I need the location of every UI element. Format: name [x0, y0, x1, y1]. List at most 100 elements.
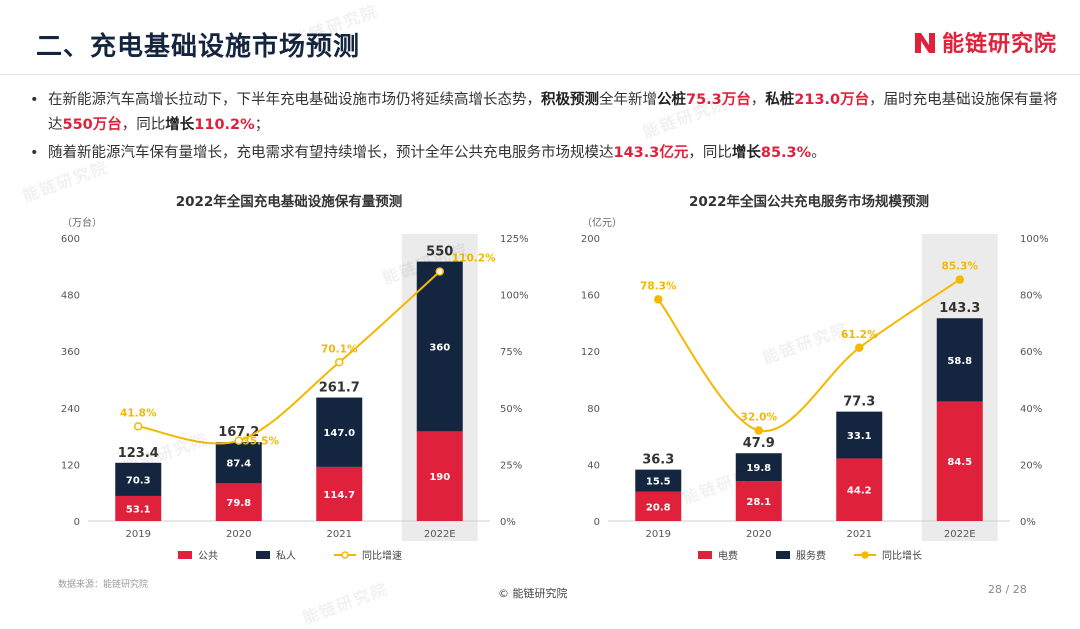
growth-line	[138, 270, 441, 445]
x-tick-label: 2019	[646, 529, 671, 540]
chart-svg: 2022年全国充电基础设施保有量预测 （万台） 0 120 240 360 480 600 0%…	[61, 193, 529, 562]
summary-bullets: • 在新能源汽车高增长拉动下，下半年充电基础设施市场仍将延续高增长态势，积极预测…	[28, 88, 1058, 169]
bar-segment-公共	[215, 483, 262, 521]
bullet-item: • 在新能源汽车高增长拉动下，下半年充电基础设施市场仍将延续高增长态势，积极预测…	[28, 88, 1058, 138]
growth-line	[657, 278, 961, 433]
bar-value-label: 84.5	[947, 457, 972, 468]
logo-n-icon	[915, 33, 935, 53]
x-tick-label: 2022E	[944, 529, 976, 540]
growth-point	[654, 295, 663, 304]
y2-tick-label: 75%	[500, 347, 522, 358]
y2-tick-label: 40%	[1020, 404, 1042, 415]
bar-value-label: 33.1	[847, 431, 872, 442]
legend-line-marker	[341, 551, 349, 559]
bullet-text: 随着新能源汽车保有量增长，充电需求有望持续增长，预计全年公共充电服务市场规模达1…	[48, 145, 826, 161]
bullet-segment: 110.2%	[194, 117, 255, 133]
y2-tick-label: 60%	[1020, 347, 1042, 358]
y-tick-label: 200	[581, 234, 600, 245]
bar-segment-服务费	[936, 318, 983, 402]
bar-segment-电费	[635, 491, 682, 521]
y-tick-label: 160	[581, 291, 600, 302]
growth-point	[234, 436, 243, 445]
y-tick-label: 80	[587, 404, 600, 415]
bullet-segment: 85.3%	[760, 145, 812, 161]
bullet-segment: 在新能源汽车高增长拉动下，下半年充电基础设施市场仍将延续高增长态势，	[48, 92, 541, 108]
bullet-segment: ，届时充电基础设施保有量将达	[48, 92, 1058, 133]
x-tick-label: 2021	[327, 529, 352, 540]
bar-total-label: 47.9	[743, 436, 775, 451]
bar-total-label: 143.3	[939, 301, 980, 316]
y2-tick-label: 20%	[1020, 460, 1042, 471]
chart-title: 2022年全国公共充电服务市场规模预测	[689, 193, 929, 210]
brand-logo: 能链研究院	[912, 26, 1057, 58]
y2-tick-label: 80%	[1020, 291, 1042, 302]
growth-label: 35.5%	[243, 436, 280, 448]
legend-label: 私人	[276, 550, 296, 562]
x-tick-label: 2020	[746, 529, 771, 540]
bullet-segment: 。	[811, 145, 826, 161]
watermark: 能链研究院	[299, 579, 392, 628]
y2-tick-label: 50%	[500, 404, 522, 415]
y-axis-unit: （万台）	[62, 216, 102, 229]
data-source: 数据来源：能链研究院	[58, 580, 149, 590]
x-tick-label: 2020	[226, 529, 251, 540]
bar-segment-私人	[416, 261, 463, 432]
bar-segment-私人	[115, 462, 162, 496]
x-tick-label: 2022E	[424, 529, 456, 540]
bullet-segment: 随着新能源汽车保有量增长，充电需求有望持续增长，预计全年公共充电服务市场规模达	[48, 145, 614, 161]
chart-charging-infrastructure: 2022年全国充电基础设施保有量预测 （万台） 0 120 240 360 480 600 0%…	[30, 186, 540, 580]
growth-label: 78.3%	[640, 280, 677, 292]
bullet-segment: ；	[254, 117, 270, 133]
bullet-segment: ，同比	[121, 117, 166, 133]
bar-value-label: 147.0	[323, 428, 355, 439]
y2-tick-label: 100%	[500, 291, 529, 302]
y-tick-label: 120	[61, 460, 80, 471]
bar-value-label: 190	[429, 472, 450, 483]
bullet-segment: 增长	[731, 145, 761, 161]
legend-label: 同比增长	[882, 549, 922, 562]
bar-total-label: 550	[426, 245, 453, 260]
growth-point	[955, 275, 964, 284]
bullet-segment: 550万台	[62, 117, 122, 133]
page-number: 28 / 28	[988, 583, 1027, 596]
bullet-segment: 143.3亿元	[613, 145, 689, 161]
y-tick-label: 360	[61, 347, 80, 358]
bar-segment-电费	[735, 481, 782, 521]
bar-value-label: 44.2	[847, 486, 872, 497]
bullet-item: • 随着新能源汽车保有量增长，充电需求有望持续增长，预计全年公共充电服务市场规模…	[28, 141, 1058, 166]
growth-label: 41.8%	[120, 407, 157, 419]
growth-point	[435, 267, 444, 276]
bar-value-label: 53.1	[126, 504, 151, 515]
bar-value-label: 15.5	[646, 477, 671, 488]
bullet-segment: 213.0万台	[794, 92, 870, 108]
page-title: 二、充电基础设施市场预测	[36, 32, 361, 62]
growth-label: 110.2%	[452, 253, 496, 265]
bullet-segment: ，同比	[688, 145, 732, 161]
y2-tick-label: 100%	[1020, 234, 1049, 245]
legend-swatch	[256, 551, 270, 559]
y2-tick-label: 0%	[1020, 517, 1036, 528]
bar-total-label: 261.7	[319, 381, 360, 396]
header-divider	[0, 74, 1080, 75]
y-tick-label: 120	[581, 347, 600, 358]
bar-value-label: 28.1	[746, 497, 771, 508]
growth-point	[134, 422, 143, 431]
bar-segment-公共	[316, 466, 363, 521]
bullet-segment: 私桩	[765, 92, 795, 108]
legend-swatch	[776, 551, 790, 559]
growth-label: 32.0%	[741, 411, 778, 423]
bar-segment-公共	[416, 431, 463, 521]
bar-total-label: 77.3	[843, 395, 875, 410]
bar-value-label: 360	[429, 342, 450, 353]
bullet-segment: 积极预测	[541, 92, 599, 108]
y2-tick-label: 125%	[500, 234, 529, 245]
bullet-dot-icon: •	[30, 145, 39, 161]
y-tick-label: 40	[587, 460, 600, 471]
x-tick-label: 2019	[126, 529, 151, 540]
bar-segment-私人	[215, 442, 262, 484]
bar-segment-电费	[936, 401, 983, 521]
growth-label: 70.1%	[321, 343, 358, 355]
bar-segment-公共	[115, 495, 162, 521]
bullet-segment: 全年新增	[599, 92, 657, 108]
bar-value-label: 70.3	[126, 475, 151, 486]
